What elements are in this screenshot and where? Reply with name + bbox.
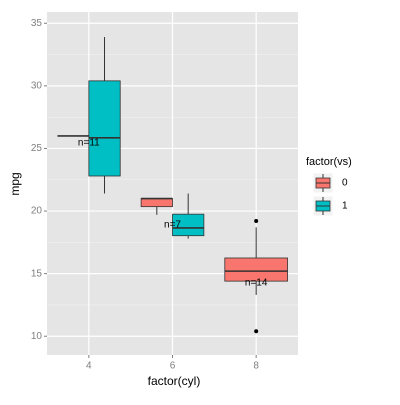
box — [224, 257, 288, 282]
legend-label: 0 — [342, 178, 348, 189]
count-label: n=7 — [164, 220, 181, 231]
y-tick-label: 15 — [31, 268, 43, 279]
x-tick-label: 8 — [253, 361, 259, 372]
y-axis-label: mpg — [8, 172, 22, 195]
box — [172, 213, 205, 237]
x-tick-label: 4 — [86, 361, 92, 372]
y-tick-label: 25 — [31, 143, 43, 154]
y-tick-label: 20 — [31, 206, 43, 217]
box — [140, 198, 173, 208]
box — [88, 80, 121, 177]
y-tick-label: 10 — [31, 331, 43, 342]
outlier — [254, 219, 259, 224]
x-tick-label: 6 — [170, 361, 176, 372]
count-label: n=14 — [245, 278, 268, 289]
outlier — [254, 329, 259, 334]
x-axis-label: factor(cyl) — [148, 374, 201, 388]
legend-label: 1 — [342, 201, 348, 212]
y-tick-label: 35 — [31, 18, 43, 29]
y-tick-label: 30 — [31, 80, 43, 91]
legend-title: factor(vs) — [306, 156, 352, 168]
count-label: n=11 — [78, 138, 100, 149]
